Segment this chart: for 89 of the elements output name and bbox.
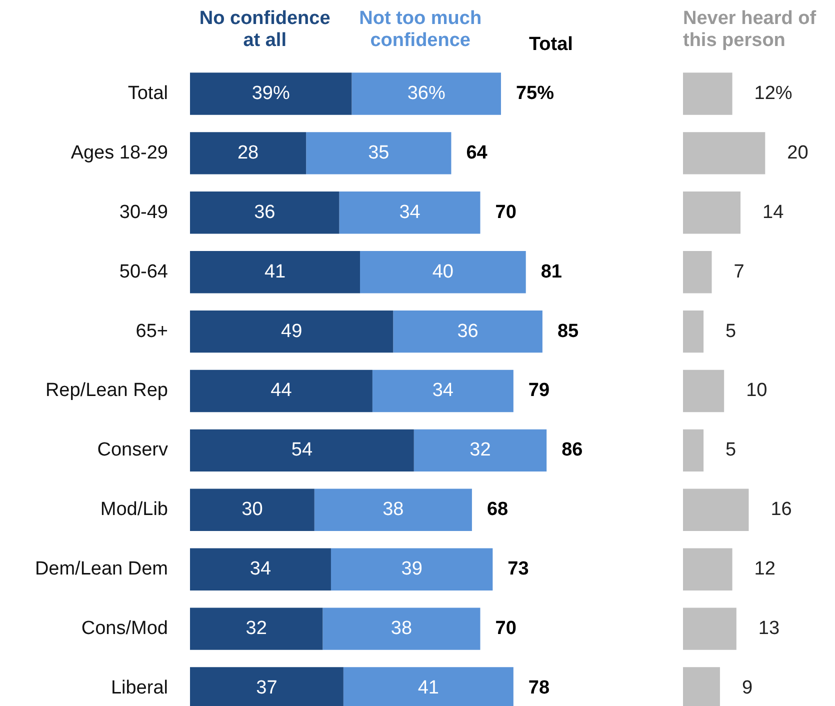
bar xyxy=(683,370,724,412)
y-tick-label: Total xyxy=(128,82,168,104)
bar xyxy=(330,548,493,590)
data-label: 40 xyxy=(432,261,454,282)
bar xyxy=(414,429,547,472)
y-tick-label: Cons/Mod xyxy=(81,618,168,640)
bar xyxy=(339,192,480,234)
data-label: 5 xyxy=(726,440,736,461)
data-label: 38 xyxy=(382,499,404,520)
data-label: 36 xyxy=(254,202,276,223)
bar xyxy=(683,310,704,353)
total-label: 85 xyxy=(557,320,580,342)
bar xyxy=(683,72,732,115)
bar xyxy=(683,132,766,174)
data-label: 36 xyxy=(457,320,478,342)
series-label: Not too much confidence xyxy=(358,8,483,52)
bar xyxy=(190,310,394,353)
bar xyxy=(683,429,704,472)
data-label: 38 xyxy=(390,618,412,640)
data-label: 20 xyxy=(787,142,808,164)
data-label: 9 xyxy=(742,678,753,699)
data-label: 39% xyxy=(252,82,290,104)
total-label: 70 xyxy=(495,202,516,223)
data-label: 34 xyxy=(432,380,454,402)
bar xyxy=(683,192,741,234)
data-label: 39 xyxy=(401,558,422,580)
data-label: 12 xyxy=(754,558,776,580)
data-label: 7 xyxy=(734,261,744,282)
bar xyxy=(314,488,472,532)
total-label: 79 xyxy=(528,380,550,402)
bar xyxy=(683,250,712,294)
bar xyxy=(360,250,526,294)
y-tick-label: Dem/Lean Dem xyxy=(34,558,168,580)
bar xyxy=(190,429,414,472)
y-tick-label: Rep/Lean Rep xyxy=(45,380,168,402)
total-label: 81 xyxy=(540,261,562,282)
bar xyxy=(190,72,352,115)
data-label: 5 xyxy=(726,320,736,342)
y-tick-label: Ages 18-29 xyxy=(70,142,168,164)
y-tick-label: 50-64 xyxy=(119,261,168,282)
y-tick-label: Conserv xyxy=(97,440,168,461)
bar xyxy=(190,608,323,650)
y-tick-label: Liberal xyxy=(110,678,168,699)
bar xyxy=(190,132,306,174)
y-tick-label: Mod/Lib xyxy=(100,499,168,520)
data-label: 28 xyxy=(237,142,259,164)
data-label: 41 xyxy=(418,678,439,699)
bar xyxy=(190,250,360,294)
data-label: 36% xyxy=(407,82,446,104)
data-label: 10 xyxy=(746,380,768,402)
bar xyxy=(306,132,452,174)
data-label: 49 xyxy=(281,320,302,342)
chart-title: Never heard of this person xyxy=(683,8,818,52)
bar xyxy=(393,310,542,353)
bar xyxy=(190,192,340,234)
data-label: 44 xyxy=(270,380,292,402)
text: Total xyxy=(528,34,573,56)
total-label: 70 xyxy=(495,618,516,640)
data-label: 32 xyxy=(470,440,491,461)
data-label: 54 xyxy=(291,440,313,461)
data-label: 34 xyxy=(399,202,421,223)
bar xyxy=(352,72,501,115)
bar xyxy=(372,370,514,412)
total-label: 86 xyxy=(562,440,583,461)
bar xyxy=(190,370,372,412)
data-label: 34 xyxy=(250,558,272,580)
total-label: 73 xyxy=(508,558,529,580)
data-label: 16 xyxy=(770,499,792,520)
data-label: 13 xyxy=(758,618,780,640)
bar xyxy=(683,608,736,650)
y-tick-label: 30-49 xyxy=(119,202,168,223)
total-label: 64 xyxy=(466,142,488,164)
y-tick-label: 65+ xyxy=(136,320,168,342)
data-label: 12% xyxy=(754,82,792,104)
bar xyxy=(190,548,331,590)
data-label: 41 xyxy=(264,261,286,282)
bar xyxy=(683,488,749,532)
total-label: 78 xyxy=(528,678,550,699)
bar xyxy=(190,488,314,532)
data-label: 14 xyxy=(762,202,784,223)
data-label: 37 xyxy=(256,678,278,699)
series-label: No confidence at all xyxy=(198,8,332,52)
total-label: 68 xyxy=(486,499,508,520)
bar xyxy=(683,548,732,590)
data-label: 35 xyxy=(368,142,390,164)
total-label: 75% xyxy=(516,82,554,104)
data-label: 30 xyxy=(242,499,263,520)
bar xyxy=(322,608,480,650)
data-label: 32 xyxy=(246,618,267,640)
